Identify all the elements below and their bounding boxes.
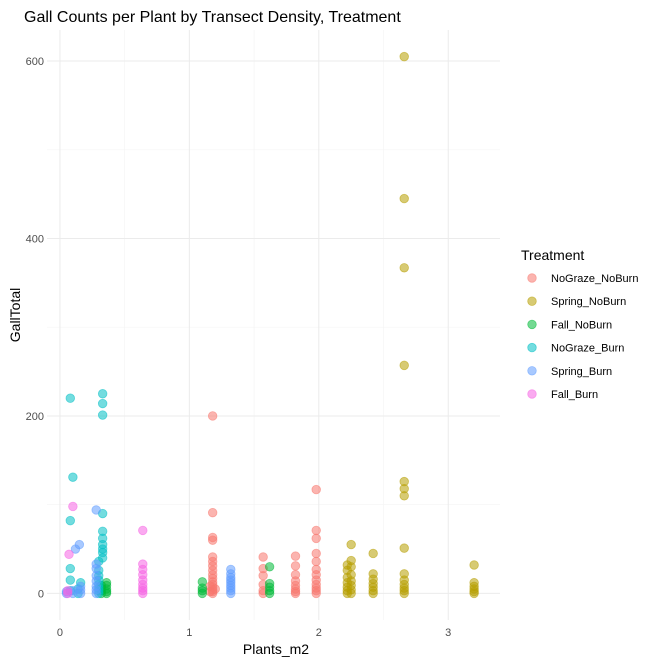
y-tick-label: 200: [26, 411, 44, 423]
data-point: [346, 570, 356, 580]
series-nograze-burn: [65, 389, 108, 599]
data-point: [91, 505, 101, 515]
data-point: [65, 515, 75, 526]
data-point: [64, 549, 74, 560]
legend-label: NoGraze_Burn: [551, 343, 624, 355]
data-point: [399, 476, 409, 487]
data-point: [264, 562, 275, 572]
data-point: [207, 411, 218, 421]
x-axis-title: Plants_m2: [243, 641, 309, 657]
legend-key: [527, 389, 537, 399]
data-point: [207, 552, 218, 562]
data-point: [399, 360, 409, 371]
data-point: [97, 389, 108, 399]
x-tick-label: 3: [445, 627, 451, 639]
data-point: [68, 501, 78, 512]
data-point: [97, 526, 108, 536]
data-point: [311, 564, 321, 575]
legend-item: NoGraze_NoBurn: [527, 273, 638, 285]
data-point: [399, 569, 409, 579]
y-axis-title: GallTotal: [7, 288, 23, 342]
data-point: [311, 533, 321, 544]
axis-ticks: 0 1 2 3 0 200 400 600: [26, 56, 452, 639]
data-point: [74, 539, 85, 550]
series-spring-noburn: [342, 51, 479, 599]
data-point: [399, 543, 409, 553]
legend-item: Fall_NoBurn: [527, 319, 612, 331]
data-point: [346, 555, 356, 566]
data-point: [97, 398, 108, 409]
data-point: [311, 548, 321, 559]
data-point: [290, 551, 301, 561]
data-point: [65, 563, 75, 574]
series-nograze-noburn: [205, 411, 321, 599]
data-point: [399, 263, 409, 273]
data-point: [469, 578, 479, 588]
series-fall-noburn: [96, 562, 275, 599]
data-point: [258, 552, 268, 562]
data-point: [101, 578, 112, 588]
data-point: [65, 393, 75, 403]
legend-item: Spring_Burn: [527, 366, 612, 378]
data-point: [138, 559, 148, 569]
data-point: [264, 578, 275, 589]
y-tick-label: 600: [26, 56, 44, 68]
data-point: [75, 581, 86, 591]
legend-key: [527, 273, 537, 283]
legend: Treatment NoGraze_NoBurn Spring_NoBurn Fal…: [521, 247, 638, 401]
data-point: [290, 570, 301, 580]
legend-label: NoGraze_NoBurn: [551, 273, 638, 285]
legend-label: Spring_NoBurn: [551, 296, 626, 308]
data-point: [311, 556, 321, 567]
data-point: [311, 484, 321, 495]
legend-label: Fall_NoBurn: [551, 319, 612, 331]
data-point: [399, 193, 409, 204]
data-point: [399, 51, 409, 62]
legend-item: Fall_Burn: [527, 389, 598, 401]
legend-item: Spring_NoBurn: [527, 296, 626, 308]
data-point: [368, 569, 378, 579]
legend-key: [527, 342, 537, 353]
data-point: [68, 472, 78, 482]
data-points: [61, 51, 479, 599]
data-point: [311, 525, 321, 536]
legend-label: Spring_Burn: [551, 366, 612, 378]
legend-title: Treatment: [521, 247, 584, 263]
x-tick-label: 1: [186, 627, 192, 639]
data-point: [207, 532, 218, 543]
legend-item: NoGraze_Burn: [527, 342, 624, 355]
data-point: [65, 575, 75, 585]
data-point: [138, 525, 148, 536]
x-tick-label: 0: [57, 627, 63, 639]
data-point: [207, 507, 218, 518]
data-point: [97, 410, 108, 420]
chart-title: Gall Counts per Plant by Transect Densit…: [24, 9, 401, 26]
legend-label: Fall_Burn: [551, 389, 598, 401]
series-fall-burn: [63, 501, 148, 599]
data-point: [469, 560, 479, 570]
y-tick-label: 400: [26, 233, 44, 245]
legend-key: [527, 319, 537, 330]
data-point: [290, 561, 301, 571]
y-tick-label: 0: [38, 588, 44, 600]
legend-key: [527, 296, 537, 306]
data-point: [226, 564, 236, 575]
data-point: [197, 577, 208, 587]
data-point: [346, 539, 356, 550]
data-point: [368, 548, 378, 559]
data-point: [91, 559, 101, 569]
x-tick-label: 2: [316, 627, 322, 639]
data-point: [210, 584, 220, 594]
data-point: [63, 586, 73, 596]
grid: [47, 30, 500, 620]
legend-key: [527, 366, 537, 376]
